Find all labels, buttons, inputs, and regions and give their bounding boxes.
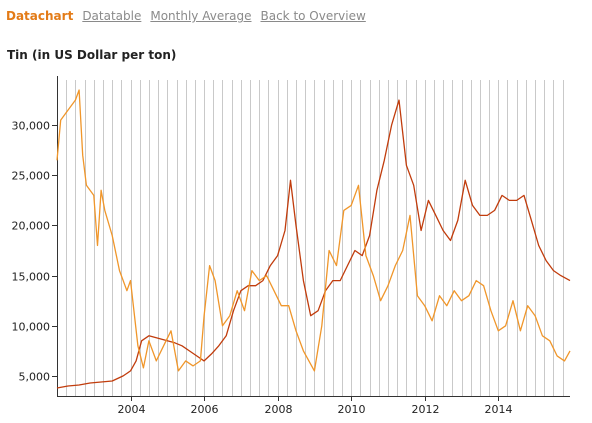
- x-tick-label: 2010: [338, 403, 366, 416]
- axes: [52, 76, 570, 401]
- series-lines: [56, 89, 571, 389]
- chart-view-tabs: Datachart Datatable Monthly Average Back…: [6, 8, 366, 24]
- x-tick-label: 2004: [118, 403, 146, 416]
- series-line-2: [56, 89, 571, 372]
- y-tick-label: 30,000: [12, 120, 51, 133]
- tab-datatable[interactable]: Datatable: [82, 9, 142, 23]
- x-tick-label: 2014: [485, 403, 513, 416]
- x-tick-label: 2008: [265, 403, 293, 416]
- tab-datachart[interactable]: Datachart: [6, 9, 74, 23]
- x-tick-label: 2006: [191, 403, 219, 416]
- y-tick-label: 10,000: [12, 321, 51, 334]
- tick-labels: 5,000 10,000 15,000 20,000 25,000 30,000 2004 2…: [12, 120, 513, 417]
- tab-monthly-average[interactable]: Monthly Average: [150, 9, 252, 23]
- series-line-1: [56, 99, 571, 389]
- y-tick-label: 5,000: [19, 371, 51, 384]
- y-tick-label: 15,000: [12, 271, 51, 284]
- grid-lines: [66, 80, 564, 396]
- x-tick-label: 2012: [412, 403, 440, 416]
- back-to-overview-link[interactable]: Back to Overview: [260, 9, 366, 23]
- y-tick-label: 20,000: [12, 220, 51, 233]
- y-tick-label: 25,000: [12, 170, 51, 183]
- chart-title: Tin (in US Dollar per ton): [7, 48, 177, 62]
